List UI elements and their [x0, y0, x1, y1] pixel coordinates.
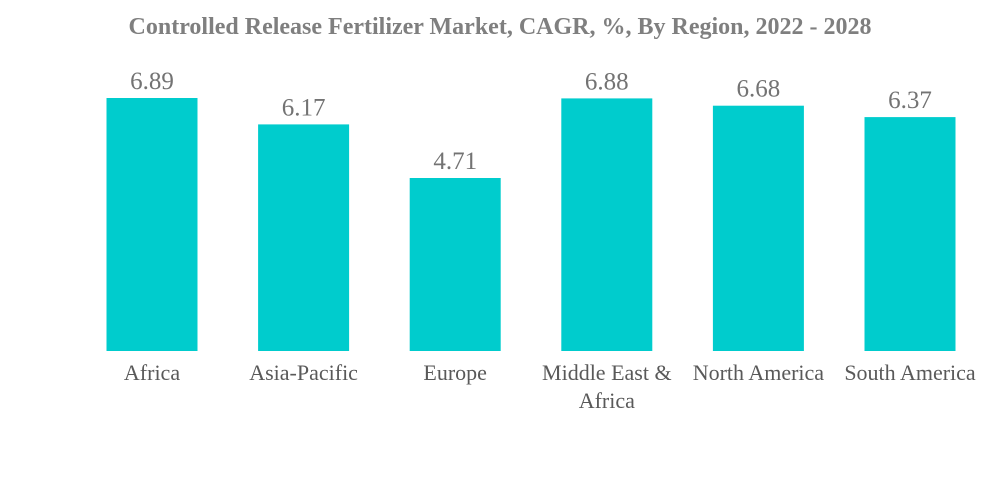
category-label-5: South America [844, 360, 976, 385]
category-label-0: Africa [124, 360, 180, 385]
category-label-1: Asia-Pacific [249, 360, 358, 385]
bar-5 [864, 117, 956, 351]
bar-1 [258, 124, 350, 352]
value-label-2: 4.71 [433, 148, 477, 175]
value-labels-group: 6.89 6.17 4.71 6.88 6.68 6.37 [130, 68, 932, 175]
bar-3 [561, 98, 653, 352]
bar-4 [712, 105, 804, 351]
category-label-3-line-0: Middle East & [542, 360, 672, 385]
value-label-1: 6.17 [282, 94, 326, 121]
bar-2 [409, 178, 501, 351]
category-labels-group: Africa Asia-Pacific Europe Middle East & Afr… [124, 360, 976, 413]
value-label-0: 6.89 [130, 68, 174, 95]
category-label-4: North America [693, 360, 825, 385]
value-label-4: 6.68 [737, 76, 781, 103]
category-label-2: Europe [423, 360, 487, 385]
bars-group [106, 98, 956, 352]
chart-title: Controlled Release Fertilizer Market, CA… [128, 14, 872, 40]
value-label-3: 6.88 [585, 68, 629, 95]
bar-0 [106, 98, 198, 351]
value-label-5: 6.37 [888, 87, 932, 114]
category-label-3-line-1: Africa [579, 388, 635, 413]
